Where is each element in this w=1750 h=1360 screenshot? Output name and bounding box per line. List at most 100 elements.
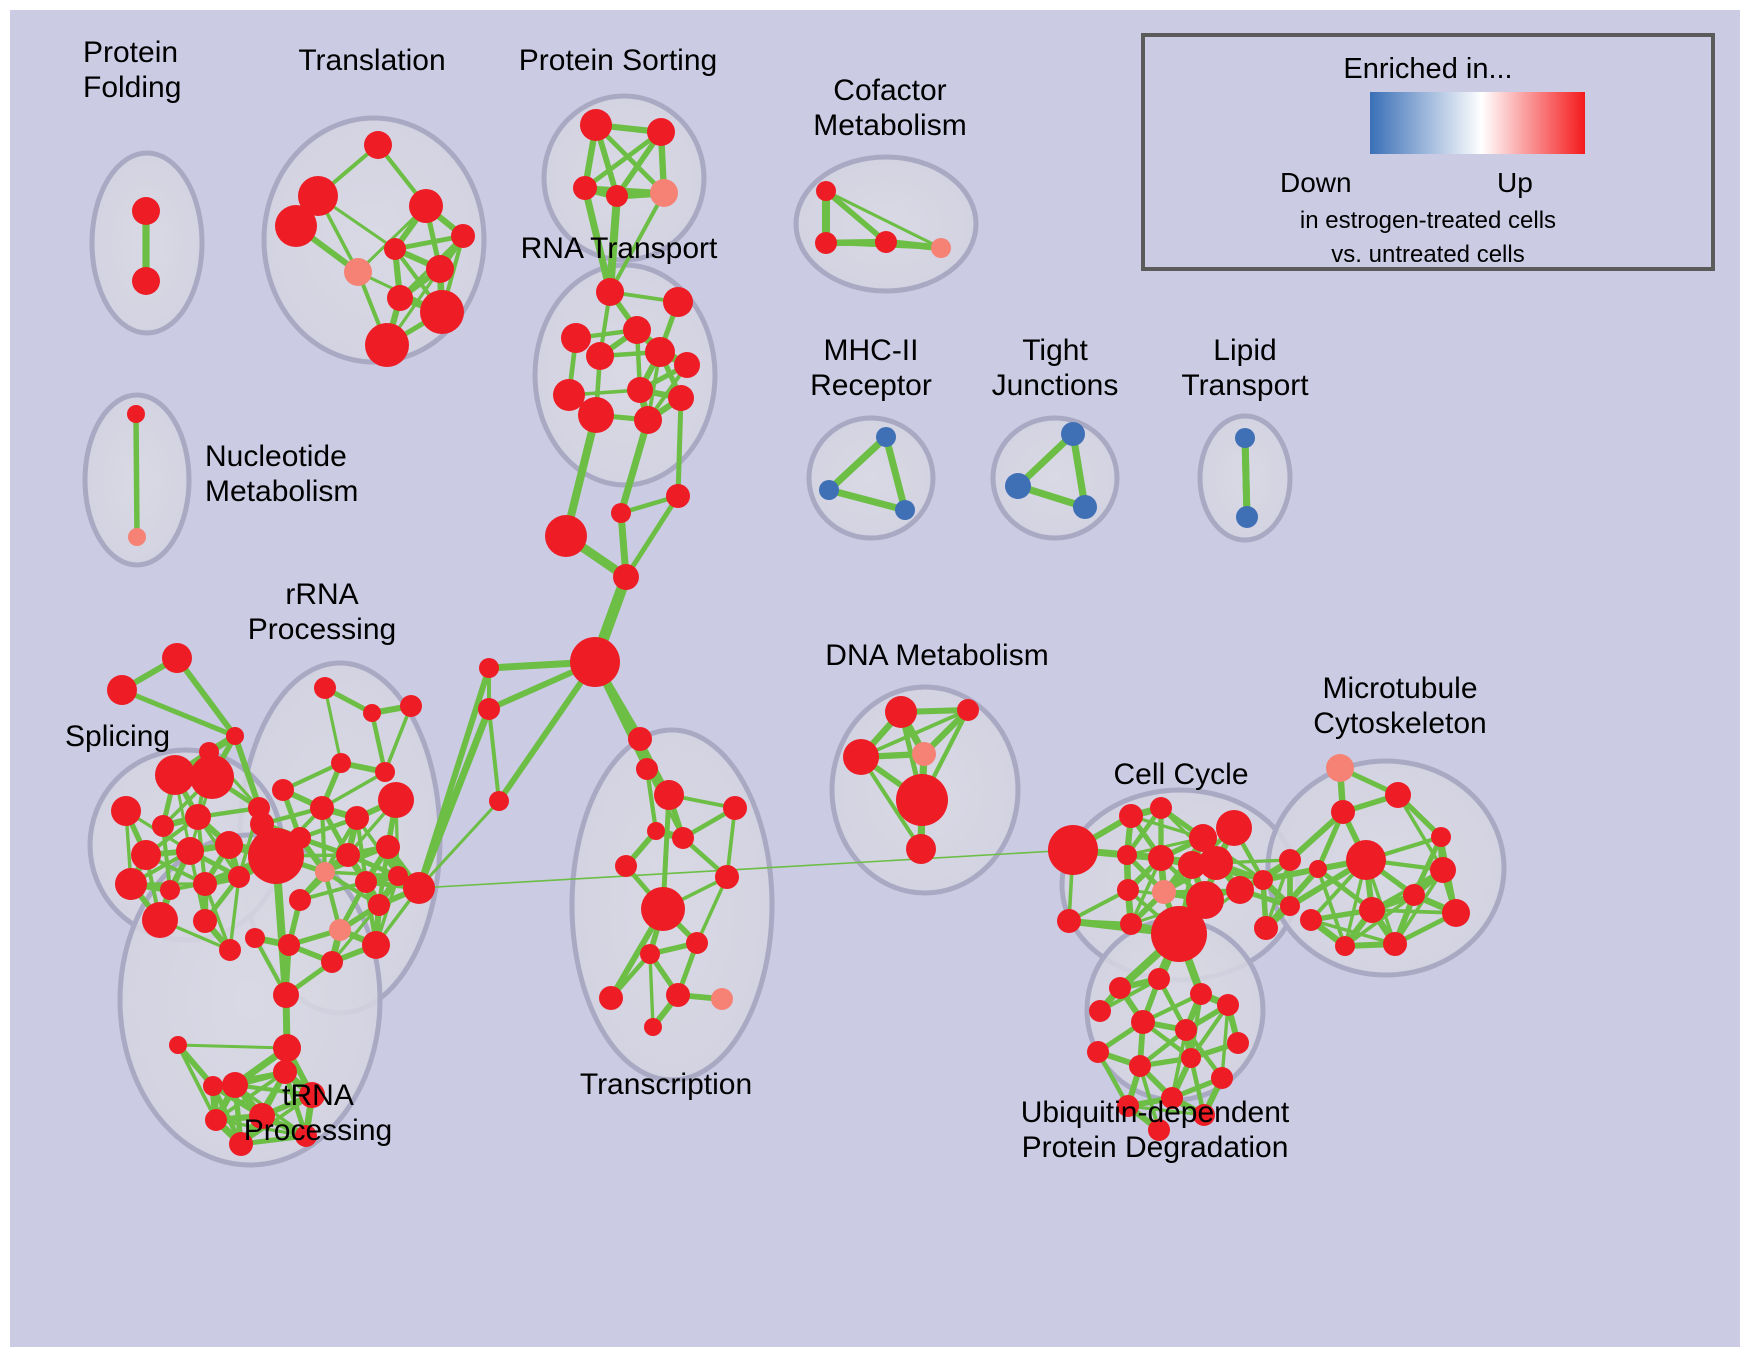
network-node[interactable] [479,658,499,678]
network-node[interactable] [1346,840,1386,880]
network-node[interactable] [193,872,217,896]
network-node[interactable] [1152,880,1176,904]
network-node[interactable] [715,865,739,889]
network-node[interactable] [336,843,360,867]
network-node[interactable] [819,480,839,500]
network-node[interactable] [627,377,653,403]
network-node[interactable] [142,902,178,938]
network-node[interactable] [896,774,948,826]
network-node[interactable] [400,695,422,717]
network-node[interactable] [1131,1010,1155,1034]
network-node[interactable] [273,982,299,1008]
network-node[interactable] [273,1060,297,1084]
network-node[interactable] [368,894,390,916]
network-node[interactable] [331,753,351,773]
network-node[interactable] [1199,846,1233,880]
network-node[interactable] [375,762,395,782]
network-node[interactable] [1431,827,1451,847]
network-node[interactable] [299,1082,325,1108]
network-node[interactable] [228,866,250,888]
network-node[interactable] [162,643,192,673]
network-node[interactable] [623,316,651,344]
network-node[interactable] [573,176,597,200]
network-node[interactable] [387,285,413,311]
network-node[interactable] [131,840,161,870]
network-node[interactable] [1186,881,1224,919]
network-node[interactable] [115,868,147,900]
network-node[interactable] [580,109,612,141]
network-node[interactable] [1190,983,1212,1005]
network-node[interactable] [885,696,917,728]
network-node[interactable] [344,258,372,286]
network-node[interactable] [545,515,587,557]
network-node[interactable] [1335,936,1355,956]
network-node[interactable] [674,352,700,378]
network-node[interactable] [1326,754,1354,782]
network-node[interactable] [1216,810,1252,846]
network-node[interactable] [1119,804,1143,828]
network-node[interactable] [1227,1032,1249,1054]
network-node[interactable] [249,1103,275,1129]
network-node[interactable] [489,791,509,811]
network-node[interactable] [668,385,694,411]
network-node[interactable] [275,205,317,247]
network-node[interactable] [295,1125,317,1147]
network-node[interactable] [1300,909,1322,931]
network-node[interactable] [203,1076,223,1096]
network-node[interactable] [640,944,660,964]
network-node[interactable] [1331,800,1355,824]
network-node[interactable] [1089,1000,1111,1022]
network-node[interactable] [1148,845,1174,871]
network-node[interactable] [378,782,414,818]
network-node[interactable] [1226,876,1254,904]
network-node[interactable] [1189,824,1217,852]
network-node[interactable] [219,939,241,961]
network-node[interactable] [645,337,675,367]
network-node[interactable] [636,758,658,780]
network-node[interactable] [329,919,351,941]
network-node[interactable] [1117,879,1139,901]
network-node[interactable] [420,290,464,334]
network-node[interactable] [222,1072,248,1098]
network-node[interactable] [1150,797,1172,819]
network-node[interactable] [193,909,217,933]
network-node[interactable] [711,988,733,1010]
network-node[interactable] [1117,845,1137,865]
network-node[interactable] [1403,884,1425,906]
network-node[interactable] [314,677,336,699]
network-node[interactable] [245,928,265,948]
network-node[interactable] [388,866,408,886]
network-node[interactable] [628,727,652,751]
network-node[interactable] [1430,857,1456,883]
network-node[interactable] [1383,932,1407,956]
network-node[interactable] [345,806,369,830]
network-node[interactable] [226,727,244,745]
network-node[interactable] [815,232,837,254]
network-node[interactable] [1442,899,1470,927]
network-node[interactable] [364,131,392,159]
network-node[interactable] [1193,1104,1215,1126]
network-node[interactable] [1254,916,1278,940]
network-node[interactable] [816,181,836,201]
network-node[interactable] [647,118,675,146]
network-node[interactable] [1109,977,1131,999]
network-node[interactable] [132,197,160,225]
network-node[interactable] [185,804,211,830]
network-node[interactable] [906,834,936,864]
network-node[interactable] [273,1034,301,1062]
network-node[interactable] [1235,428,1255,448]
network-node[interactable] [1211,1067,1233,1089]
network-node[interactable] [1175,1019,1197,1041]
network-node[interactable] [1309,860,1327,878]
network-node[interactable] [1120,913,1142,935]
network-node[interactable] [634,406,662,434]
network-node[interactable] [570,637,620,687]
network-node[interactable] [606,185,628,207]
network-node[interactable] [723,796,747,820]
network-node[interactable] [1005,473,1031,499]
network-node[interactable] [169,1036,187,1054]
network-node[interactable] [586,342,614,370]
network-node[interactable] [365,323,409,367]
network-node[interactable] [611,503,631,523]
network-node[interactable] [1279,849,1301,871]
